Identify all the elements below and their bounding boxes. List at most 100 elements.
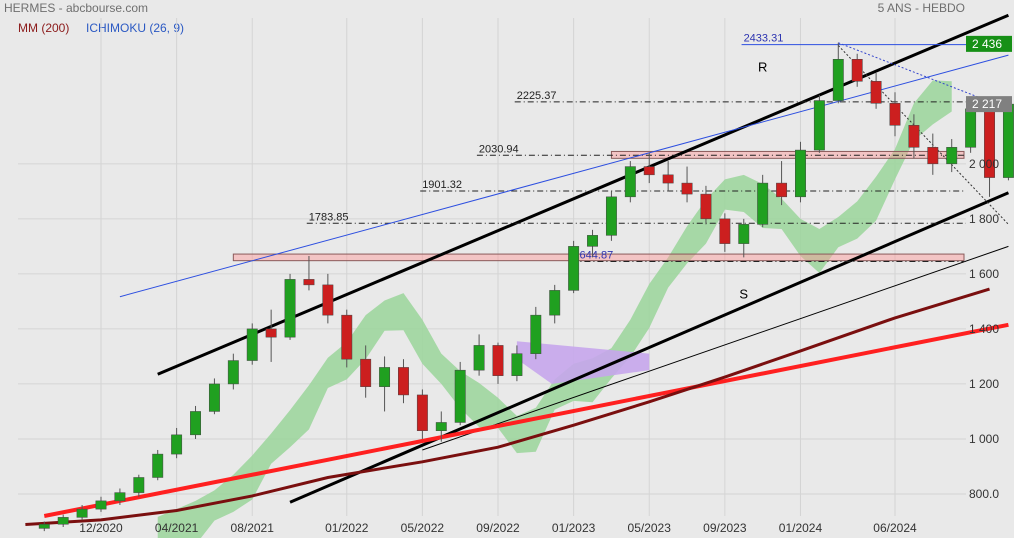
x-tick-label-2: 08/2021	[231, 521, 275, 535]
candle-body-16	[341, 314, 353, 360]
x-tick-label-9: 01/2024	[779, 521, 823, 535]
price-tag-1: 2 217	[972, 97, 1002, 111]
annotation-0: R	[758, 60, 767, 75]
axes: 800.0 1 000 1 200 1 400 1 600 1 800 2 000 2 436…	[79, 35, 1012, 535]
candle-body-51	[1002, 103, 1014, 178]
level-label-3: 1901.32	[422, 179, 462, 191]
y-tick-label-5: 1 800	[969, 212, 999, 226]
channel-lower	[289, 191, 1010, 504]
candle-body-22	[454, 369, 466, 423]
x-tick-label-1: 04/2021	[155, 521, 199, 535]
candle-body-4	[114, 492, 126, 502]
candle-body-25	[511, 353, 523, 376]
candle-body-33	[662, 174, 674, 184]
zone-0	[232, 253, 965, 262]
candle-body-40	[795, 149, 806, 198]
down-trend-dotted	[837, 45, 1009, 225]
candle-body-10	[227, 360, 239, 385]
candle-body-14	[303, 279, 315, 286]
legend-mm200: MM (200)	[18, 21, 70, 35]
annotations: RS	[739, 60, 767, 302]
price-tag-bg-1	[966, 96, 1012, 113]
y-tick-label-1: 1 000	[969, 432, 999, 446]
x-tick-label-0: 12/2020	[79, 521, 123, 535]
candle-body-43	[851, 59, 863, 82]
candle-body-23	[473, 345, 485, 371]
grid	[18, 18, 966, 516]
level-label-0: 2433.31	[744, 33, 784, 45]
candle-body-11	[246, 328, 258, 361]
candle-body-20	[416, 394, 428, 431]
price-tag-0: 2 436	[972, 37, 1002, 51]
candle-body-45	[889, 103, 901, 126]
candle-body-28	[568, 246, 580, 291]
candle-body-49	[965, 108, 977, 148]
candle-body-24	[492, 345, 504, 376]
candle-body-46	[908, 125, 920, 148]
horizontal-levels: 2433.31 2225.37 2030.94 1901.32 1783.85 1644.…	[306, 33, 966, 263]
candle-body-27	[549, 290, 561, 316]
cloud-purple	[516, 341, 650, 384]
annotation-1: S	[739, 287, 748, 302]
candle-body-2	[76, 508, 88, 518]
candle-body-0	[38, 524, 50, 529]
x-tick-label-8: 09/2023	[703, 521, 747, 535]
x-tick-label-4: 05/2022	[401, 521, 445, 535]
candle-body-39	[776, 182, 788, 198]
level-label-4: 1783.85	[309, 211, 349, 223]
candle-body-7	[171, 434, 183, 455]
candle-body-47	[927, 147, 939, 165]
candle-body-31	[624, 166, 636, 198]
y-tick-label-0: 800.0	[969, 487, 999, 501]
candle-body-9	[208, 383, 220, 412]
candle-body-12	[265, 328, 277, 338]
level-label-5: 1644.87	[573, 250, 613, 262]
candle-body-48	[946, 147, 958, 165]
x-tick-label-10: 06/2024	[873, 521, 917, 535]
candle-body-17	[360, 358, 372, 387]
series-1	[119, 54, 1009, 298]
ichimoku-cloud	[157, 80, 952, 538]
candle-body-5	[133, 477, 145, 493]
x-tick-label-6: 01/2023	[552, 521, 596, 535]
trend-lines	[43, 13, 1010, 518]
y-tick-label-4: 1 600	[969, 267, 999, 281]
indicator-series	[25, 54, 1009, 527]
candle-body-38	[757, 182, 769, 225]
candles	[38, 42, 1014, 532]
candle-body-29	[587, 235, 598, 247]
candle-body-19	[398, 367, 409, 396]
candle-body-13	[284, 279, 296, 338]
level-label-2: 2030.94	[479, 143, 519, 155]
period-label: 5 ANS - HEBDO	[877, 1, 965, 15]
y-tick-label-2: 1 200	[969, 377, 999, 391]
candle-body-41	[813, 100, 825, 151]
candle-body-34	[681, 182, 693, 195]
x-tick-label-5: 09/2022	[476, 521, 520, 535]
candle-body-30	[605, 196, 617, 236]
candle-body-6	[152, 453, 164, 478]
candle-body-15	[322, 284, 334, 316]
candle-body-36	[719, 218, 731, 244]
candle-body-26	[530, 314, 542, 354]
legend-ichimoku: ICHIMOKU (26, 9)	[86, 21, 185, 35]
candle-body-37	[738, 224, 750, 244]
x-tick-label-3: 01/2022	[325, 521, 369, 535]
candle-body-42	[832, 59, 844, 101]
candle-body-21	[435, 422, 447, 431]
x-tick-label-7: 05/2023	[628, 521, 672, 535]
chart-title: HERMES - abcbourse.com	[4, 1, 149, 15]
y-tick-label-6: 2 000	[969, 157, 999, 171]
candle-body-1	[57, 517, 69, 525]
y-tick-label-3: 1 400	[969, 322, 999, 336]
candle-body-3	[95, 500, 107, 510]
series-0	[25, 287, 990, 527]
candle-body-18	[379, 367, 391, 387]
cloud-green	[157, 80, 952, 538]
trend-red	[43, 322, 1009, 518]
level-label-1: 2225.37	[517, 90, 557, 102]
candle-body-44	[870, 81, 882, 104]
candle-body-32	[643, 166, 655, 176]
candle-body-8	[190, 411, 201, 436]
